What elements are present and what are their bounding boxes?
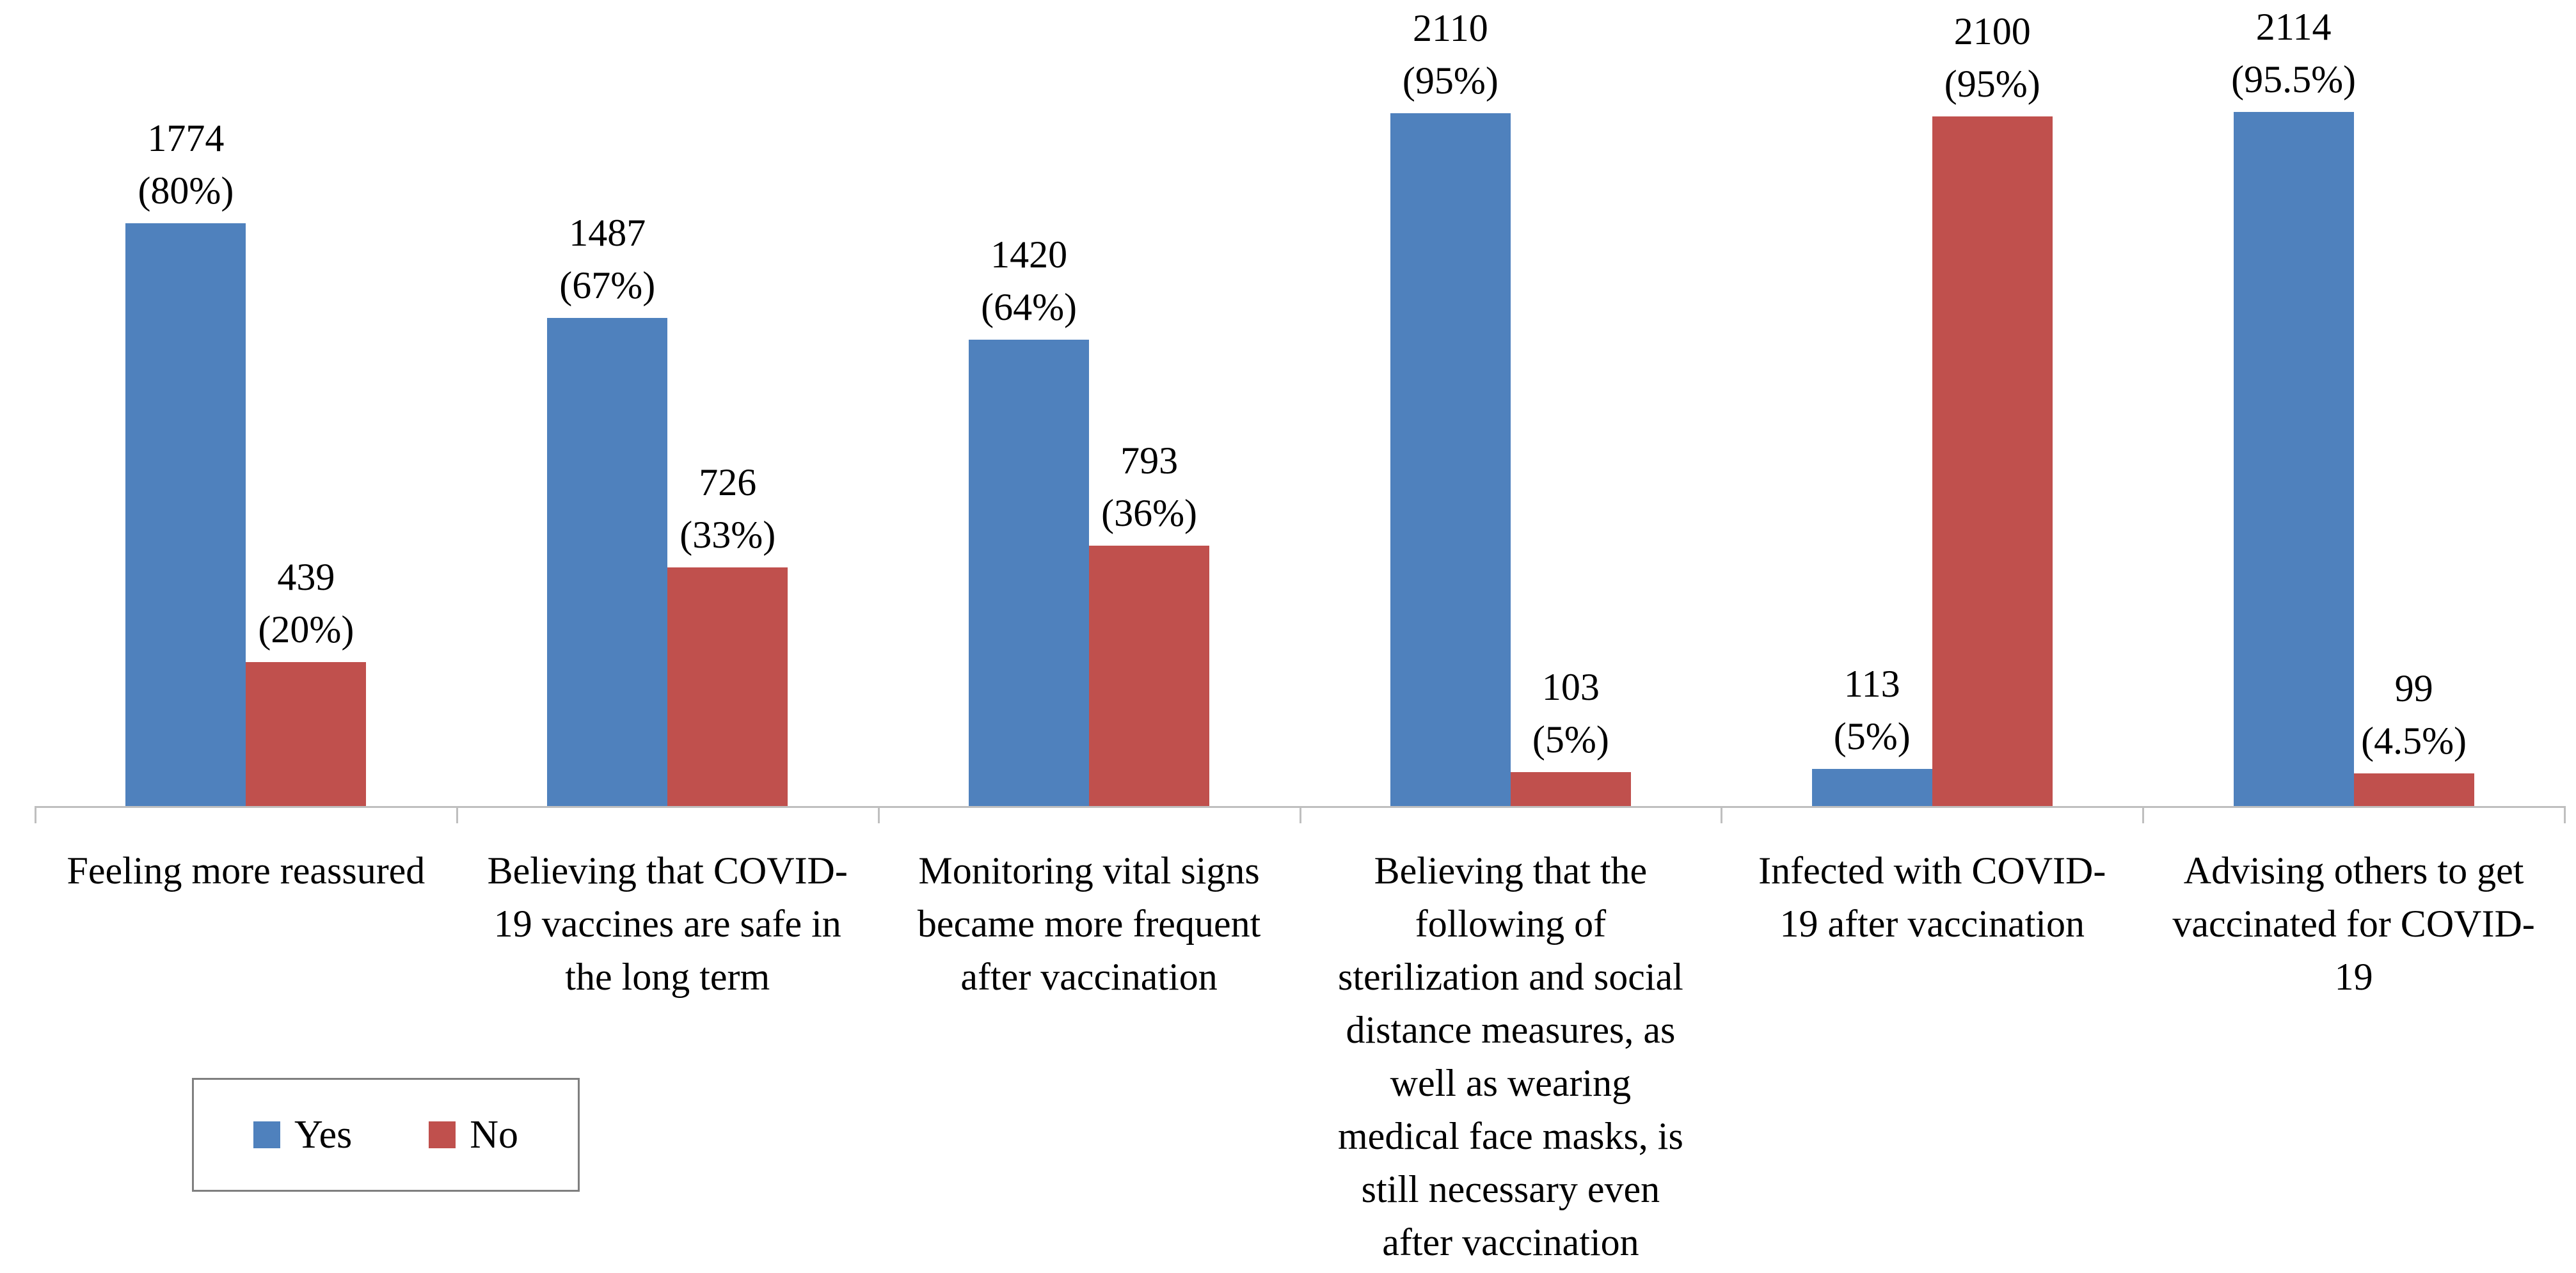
legend-item-no: No	[429, 1112, 518, 1158]
category-label-line: Feeling more reassured	[67, 850, 425, 892]
category-label-line: 19 vaccines are safe in	[493, 903, 841, 945]
category-label-line: after vaccination	[1382, 1221, 1639, 1263]
bar-percent-text: (95%)	[1944, 63, 2040, 105]
category-label-line: after vaccination	[960, 956, 1218, 998]
x-axis-tick-0	[35, 806, 36, 823]
bar-percent-text: (67%)	[559, 264, 656, 306]
category-label-line: following of	[1415, 903, 1607, 945]
bar-yes-5	[2233, 112, 2354, 806]
bar-percent-text: (80%)	[138, 170, 234, 212]
bar-percent-text: (33%)	[680, 514, 776, 556]
bar-yes-1	[547, 318, 668, 806]
bar-data-label-no-2: 793 (36%)	[957, 434, 1341, 539]
bar-percent-text: (95%)	[1402, 59, 1499, 102]
category-label-line: still necessary even	[1361, 1168, 1660, 1210]
bar-value-text: 103	[1541, 666, 1600, 708]
category-label-line: vaccinated for COVID-	[2172, 903, 2535, 945]
bar-data-label-yes-2: 1420 (64%)	[837, 228, 1221, 333]
legend-swatch-no-icon	[429, 1121, 456, 1148]
category-label-line: 19	[2334, 956, 2373, 998]
bar-data-label-no-1: 726 (33%)	[536, 456, 919, 561]
bar-no-4	[1932, 116, 2053, 806]
bar-value-text: 2114	[2255, 6, 2332, 48]
bar-data-label-yes-0: 1774 (80%)	[0, 112, 378, 217]
legend-box: Yes No	[192, 1078, 580, 1192]
legend-label-yes: Yes	[294, 1112, 353, 1157]
bar-no-5	[2353, 773, 2474, 806]
category-label-line: Advising others to get	[2183, 850, 2524, 892]
bar-percent-text: (95.5%)	[2231, 58, 2357, 100]
bar-data-label-no-0: 439 (20%)	[114, 551, 498, 656]
bar-percent-text: (64%)	[981, 286, 1077, 328]
bar-no-0	[246, 662, 367, 806]
category-label-line: the long term	[565, 956, 770, 998]
x-axis-tick-1	[456, 806, 458, 823]
category-label-line: sterilization and social	[1338, 956, 1683, 998]
bar-value-text: 113	[1843, 663, 1900, 705]
bar-no-2	[1089, 546, 1210, 806]
bar-value-text: 1420	[990, 233, 1068, 276]
x-axis-tick-6	[2564, 806, 2566, 823]
category-label-0: Feeling more reassured	[35, 844, 457, 897]
bar-no-1	[667, 567, 788, 806]
category-label-line: Infected with COVID-	[1758, 850, 2106, 892]
legend-swatch-yes-icon	[253, 1121, 280, 1148]
legend-label-no: No	[470, 1112, 518, 1157]
x-axis-tick-3	[1299, 806, 1301, 823]
x-axis-tick-4	[1721, 806, 1723, 823]
bar-data-label-no-3: 103 (5%)	[1379, 661, 1763, 766]
category-label-5: Advising others to get vaccinated for COV…	[2143, 844, 2564, 1004]
bar-value-text: 726	[699, 461, 757, 503]
bar-value-text: 1487	[569, 212, 646, 254]
bar-percent-text: (5%)	[1532, 718, 1609, 761]
category-label-1: Believing that COVID- 19 vaccines are saf…	[457, 844, 879, 1004]
bar-data-label-yes-1: 1487 (67%)	[415, 207, 799, 312]
bar-value-text: 1774	[147, 117, 225, 159]
bar-value-text: 2100	[1953, 10, 2031, 52]
bar-value-text: 439	[277, 556, 335, 598]
bar-yes-4	[1811, 769, 1932, 806]
category-label-2: Monitoring vital signs became more freque…	[879, 844, 1300, 1004]
bar-data-label-no-5: 99 (4.5%)	[2222, 662, 2576, 767]
category-label-line: well as wearing	[1390, 1062, 1632, 1104]
x-axis-tick-5	[2142, 806, 2145, 823]
bar-percent-text: (36%)	[1101, 492, 1198, 534]
category-label-line: distance measures, as	[1346, 1009, 1676, 1051]
bar-percent-text: (5%)	[1833, 715, 1911, 757]
category-label-line: Believing that COVID-	[487, 850, 848, 892]
bar-data-label-no-4: 2100 (95%)	[1801, 5, 2184, 110]
bar-value-text: 99	[2394, 667, 2433, 709]
category-label-line: became more frequent	[917, 903, 1261, 945]
bar-no-3	[1510, 772, 1631, 806]
category-label-line: 19 after vaccination	[1779, 903, 2085, 945]
bar-data-label-yes-3: 2110 (95%)	[1259, 2, 1642, 107]
legend-item-yes: Yes	[253, 1112, 352, 1158]
category-label-line: Monitoring vital signs	[918, 850, 1260, 892]
bar-yes-0	[125, 223, 246, 806]
category-label-line: Believing that the	[1374, 850, 1648, 892]
bar-data-label-yes-5: 2114 (95.5%)	[2102, 1, 2486, 106]
bar-value-text: 793	[1120, 439, 1179, 482]
bar-percent-text: (20%)	[258, 608, 354, 651]
bar-value-text: 2110	[1413, 7, 1488, 49]
category-label-line: medical face masks, is	[1338, 1115, 1683, 1157]
x-axis-tick-2	[877, 806, 880, 823]
bar-data-label-yes-4: 113 (5%)	[1680, 658, 2064, 763]
bar-yes-2	[969, 340, 1090, 806]
category-label-3: Believing that the following of sterilizat…	[1300, 844, 1722, 1269]
category-label-4: Infected with COVID- 19 after vaccination	[1721, 844, 2143, 951]
bar-yes-3	[1390, 113, 1511, 806]
bar-percent-text: (4.5%)	[2361, 720, 2467, 762]
